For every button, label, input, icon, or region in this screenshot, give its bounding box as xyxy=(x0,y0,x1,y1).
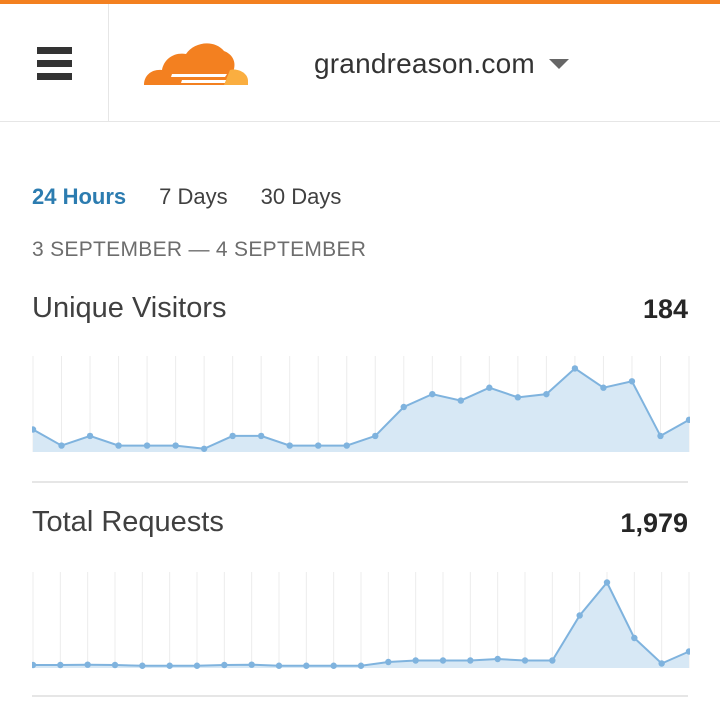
data-point[interactable] xyxy=(111,661,119,669)
total-requests-chart-svg xyxy=(32,572,690,669)
divider xyxy=(32,695,688,697)
data-point[interactable] xyxy=(143,442,151,449)
data-point[interactable] xyxy=(248,661,255,668)
data-point[interactable] xyxy=(84,661,91,668)
area-fill xyxy=(33,582,689,668)
data-point[interactable] xyxy=(372,432,379,440)
data-point[interactable] xyxy=(576,612,583,619)
tab-24-hours[interactable]: 24 Hours xyxy=(32,184,127,209)
unique-visitors-chart-svg xyxy=(32,356,690,452)
data-point[interactable] xyxy=(139,662,146,669)
data-point[interactable] xyxy=(494,655,501,663)
series-line xyxy=(32,367,690,450)
date-range: 3 SEPTEMBER — 4 SEPTEMBER xyxy=(32,238,367,261)
tab-7-days[interactable]: 7 Days xyxy=(159,184,228,209)
data-point[interactable] xyxy=(286,442,293,449)
hamburger-icon[interactable] xyxy=(0,4,109,122)
data-point[interactable] xyxy=(543,390,550,398)
unique-visitors-label: Unique Visitors xyxy=(32,292,227,324)
data-point[interactable] xyxy=(172,442,179,449)
total-requests-value: 1,979 xyxy=(620,508,688,538)
data-point[interactable] xyxy=(229,432,236,440)
data-point[interactable] xyxy=(486,384,493,391)
data-point[interactable] xyxy=(429,390,436,398)
data-point[interactable] xyxy=(549,657,556,664)
data-point[interactable] xyxy=(400,403,407,411)
data-point[interactable] xyxy=(86,432,94,440)
cloudflare-logo[interactable] xyxy=(142,37,250,89)
data-point[interactable] xyxy=(467,657,474,664)
data-point[interactable] xyxy=(357,662,365,669)
data-point[interactable] xyxy=(521,657,529,664)
data-point[interactable] xyxy=(200,445,208,452)
data-point[interactable] xyxy=(658,660,665,667)
data-point[interactable] xyxy=(657,432,664,440)
data-point[interactable] xyxy=(412,657,419,664)
data-point[interactable] xyxy=(439,657,447,664)
data-point[interactable] xyxy=(457,397,465,404)
data-point[interactable] xyxy=(221,661,228,669)
data-point[interactable] xyxy=(257,432,265,440)
area-fill xyxy=(33,368,689,452)
caret-down-icon xyxy=(548,59,569,69)
total-requests-label: Total Requests xyxy=(32,506,224,538)
data-point[interactable] xyxy=(303,662,310,669)
data-point[interactable] xyxy=(603,579,611,586)
data-point[interactable] xyxy=(115,442,122,449)
tab-30-days[interactable]: 30 Days xyxy=(260,184,342,209)
unique-visitors-value: 184 xyxy=(642,294,688,324)
data-point[interactable] xyxy=(32,426,37,433)
data-point[interactable] xyxy=(385,658,392,666)
data-point[interactable] xyxy=(315,442,322,449)
accent-bar xyxy=(0,0,720,4)
data-point[interactable] xyxy=(57,661,64,669)
data-point[interactable] xyxy=(193,662,201,669)
time-range-tabs: 24 Hours 7 Days 30 Days xyxy=(32,184,374,210)
data-point[interactable] xyxy=(631,634,638,642)
data-point[interactable] xyxy=(628,378,636,385)
domain-selector[interactable]: grandreason.com xyxy=(314,42,569,86)
total-requests-chart xyxy=(32,572,690,672)
data-point[interactable] xyxy=(166,662,173,669)
domain-name: grandreason.com xyxy=(314,48,535,79)
data-point[interactable] xyxy=(685,648,690,655)
data-point[interactable] xyxy=(330,662,337,669)
data-point[interactable] xyxy=(343,442,350,449)
data-point[interactable] xyxy=(600,384,607,391)
data-point[interactable] xyxy=(58,442,65,449)
data-point[interactable] xyxy=(32,661,37,669)
data-point[interactable] xyxy=(275,662,283,669)
data-point[interactable] xyxy=(571,365,579,372)
data-point[interactable] xyxy=(514,394,522,401)
app-header: grandreason.com xyxy=(0,4,720,122)
unique-visitors-chart xyxy=(32,356,690,456)
divider xyxy=(32,481,688,483)
data-point[interactable] xyxy=(685,416,690,424)
